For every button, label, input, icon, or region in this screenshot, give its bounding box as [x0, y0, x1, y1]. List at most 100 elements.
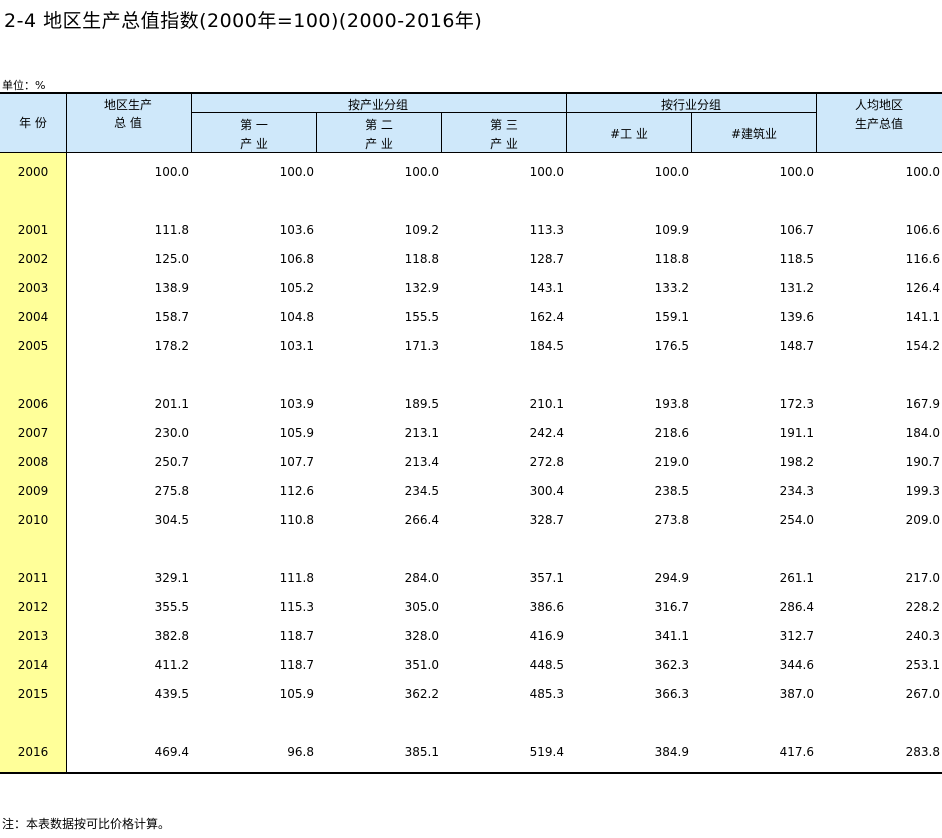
tertiary-cell: 416.9 [529, 629, 564, 643]
primary-cell: 103.6 [279, 223, 314, 237]
header-tertiary-line2: 产 业 [490, 137, 518, 151]
tertiary-cell: 300.4 [529, 484, 564, 498]
tertiary-cell: 357.1 [529, 571, 564, 585]
industry-cell: 238.5 [654, 484, 689, 498]
table-row: 2015 439.5 105.9 362.2 485.3 366.3 387.0 267.0 [0, 687, 942, 707]
header-bottom-rule [0, 152, 942, 153]
industry-cell: 159.1 [654, 310, 689, 324]
header-divider [441, 112, 442, 153]
per-capita-cell: 209.0 [905, 513, 940, 527]
tertiary-cell: 386.6 [529, 600, 564, 614]
footnote: 注：本表数据按可比价格计算。 [2, 817, 171, 831]
gdp-cell: 230.0 [154, 426, 189, 440]
year-cell: 2007 [17, 426, 49, 440]
industry-cell: 109.9 [654, 223, 689, 237]
secondary-cell: 266.4 [404, 513, 439, 527]
table-row: 2007 230.0 105.9 213.1 242.4 218.6 191.1 184.0 [0, 426, 942, 446]
header-secondary-line1: 第 二 [365, 118, 393, 132]
per-capita-cell: 100.0 [905, 165, 940, 179]
header-primary-line1: 第 一 [240, 118, 268, 132]
table-row: 2004 158.7 104.8 155.5 162.4 159.1 139.6 141.1 [0, 310, 942, 330]
year-cell: 2016 [17, 745, 49, 759]
gdp-cell: 355.5 [154, 600, 189, 614]
tertiary-cell: 184.5 [529, 339, 564, 353]
header-divider [816, 92, 817, 153]
header-per-capita-line2: 生产总值 [854, 117, 904, 131]
primary-cell: 106.8 [279, 252, 314, 266]
industry-cell: 294.9 [654, 571, 689, 585]
table-row: 2009 275.8 112.6 234.5 300.4 238.5 234.3 199.3 [0, 484, 942, 504]
gdp-cell: 100.0 [154, 165, 189, 179]
tertiary-cell: 272.8 [529, 455, 564, 469]
tertiary-cell: 128.7 [529, 252, 564, 266]
construction-cell: 148.7 [779, 339, 814, 353]
table-row: 2008 250.7 107.7 213.4 272.8 219.0 198.2 190.7 [0, 455, 942, 475]
header-gdp-line1: 地区生产 [103, 98, 153, 112]
gdp-cell: 125.0 [154, 252, 189, 266]
tertiary-cell: 519.4 [529, 745, 564, 759]
primary-cell: 103.9 [279, 397, 314, 411]
header-divider [566, 92, 567, 153]
tertiary-cell: 328.7 [529, 513, 564, 527]
header-by-sector: 按行业分组 [660, 98, 722, 112]
industry-cell: 193.8 [654, 397, 689, 411]
industry-cell: 362.3 [654, 658, 689, 672]
construction-cell: 172.3 [779, 397, 814, 411]
tertiary-cell: 100.0 [529, 165, 564, 179]
gdp-cell: 158.7 [154, 310, 189, 324]
table-row: 2003 138.9 105.2 132.9 143.1 133.2 131.2 126.4 [0, 281, 942, 301]
per-capita-cell: 240.3 [905, 629, 940, 643]
tertiary-cell: 485.3 [529, 687, 564, 701]
table-title: 2-4 地区生产总值指数(2000年=100)(2000-2016年) [4, 10, 483, 32]
table-row: 2005 178.2 103.1 171.3 184.5 176.5 148.7 154.2 [0, 339, 942, 359]
year-cell: 2010 [17, 513, 49, 527]
construction-cell: 139.6 [779, 310, 814, 324]
table-row: 2000 100.0 100.0 100.0 100.0 100.0 100.0 100.0 [0, 165, 942, 185]
tertiary-cell: 210.1 [529, 397, 564, 411]
table-row: 2014 411.2 118.7 351.0 448.5 362.3 344.6 253.1 [0, 658, 942, 678]
header-construction: #建筑业 [730, 127, 778, 141]
gdp-cell: 382.8 [154, 629, 189, 643]
year-cell: 2002 [17, 252, 49, 266]
table-row: 2013 382.8 118.7 328.0 416.9 341.1 312.7 240.3 [0, 629, 942, 649]
year-column-shading [0, 153, 66, 773]
header-primary-line2: 产 业 [240, 137, 268, 151]
header-tertiary-line1: 第 三 [490, 118, 518, 132]
header-per-capita-line1: 人均地区 [854, 98, 904, 112]
gdp-cell: 250.7 [154, 455, 189, 469]
secondary-cell: 351.0 [404, 658, 439, 672]
table-row: 2012 355.5 115.3 305.0 386.6 316.7 286.4 228.2 [0, 600, 942, 620]
header-gdp-line2: 总 值 [114, 116, 142, 130]
per-capita-cell: 141.1 [905, 310, 940, 324]
primary-cell: 115.3 [279, 600, 314, 614]
primary-cell: 103.1 [279, 339, 314, 353]
per-capita-cell: 267.0 [905, 687, 940, 701]
unit-label: 单位：% [2, 79, 46, 92]
construction-cell: 312.7 [779, 629, 814, 643]
tertiary-cell: 242.4 [529, 426, 564, 440]
secondary-cell: 328.0 [404, 629, 439, 643]
header-divider [316, 112, 317, 153]
secondary-cell: 213.1 [404, 426, 439, 440]
primary-cell: 110.8 [279, 513, 314, 527]
per-capita-cell: 228.2 [905, 600, 940, 614]
table-row: 2016 469.4 96.8 385.1 519.4 384.9 417.6 283.8 [0, 745, 942, 765]
secondary-cell: 118.8 [404, 252, 439, 266]
year-cell: 2001 [17, 223, 49, 237]
year-cell: 2011 [17, 571, 49, 585]
year-cell: 2006 [17, 397, 49, 411]
construction-cell: 131.2 [779, 281, 814, 295]
primary-cell: 100.0 [279, 165, 314, 179]
table-header: 年 份 地区生产 总 值 按产业分组 第 一 产 业 第 二 产 业 第 三 产… [0, 92, 942, 153]
secondary-cell: 132.9 [404, 281, 439, 295]
secondary-cell: 109.2 [404, 223, 439, 237]
year-cell: 2005 [17, 339, 49, 353]
secondary-cell: 155.5 [404, 310, 439, 324]
gdp-cell: 439.5 [154, 687, 189, 701]
industry-cell: 341.1 [654, 629, 689, 643]
construction-cell: 198.2 [779, 455, 814, 469]
secondary-cell: 385.1 [404, 745, 439, 759]
year-cell: 2013 [17, 629, 49, 643]
header-group-rule [191, 112, 816, 113]
bottom-rule [0, 772, 942, 774]
